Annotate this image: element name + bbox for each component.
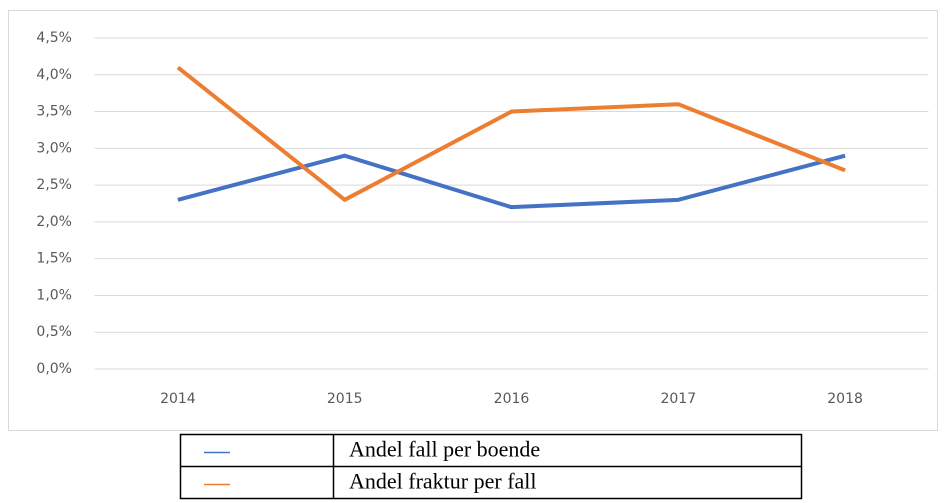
y-tick-label: 2,0% <box>36 214 72 230</box>
x-tick-label: 2015 <box>327 391 363 407</box>
x-tick-label: 2016 <box>494 391 530 407</box>
legend-table <box>179 433 803 500</box>
y-tick-label: 4,5% <box>36 30 72 46</box>
y-tick-label: 4,0% <box>36 67 72 83</box>
y-tick-label: 3,5% <box>36 104 72 120</box>
x-tick-label: 2014 <box>160 391 196 407</box>
y-tick-label: 0,0% <box>36 361 72 377</box>
x-tick-label: 2018 <box>827 391 863 407</box>
legend-label: Andel fraktur per fall <box>349 469 537 494</box>
y-tick-label: 3,0% <box>36 140 72 156</box>
y-tick-label: 1,0% <box>36 287 72 303</box>
series-line <box>176 65 846 202</box>
legend-label: Andel fall per boende <box>349 437 540 462</box>
y-tick-label: 0,5% <box>36 324 72 340</box>
series-line <box>177 153 846 210</box>
y-tick-label: 1,5% <box>36 251 72 267</box>
y-tick-label: 2,5% <box>36 177 72 193</box>
chart-border <box>8 10 938 431</box>
x-tick-label: 2017 <box>660 391 696 407</box>
